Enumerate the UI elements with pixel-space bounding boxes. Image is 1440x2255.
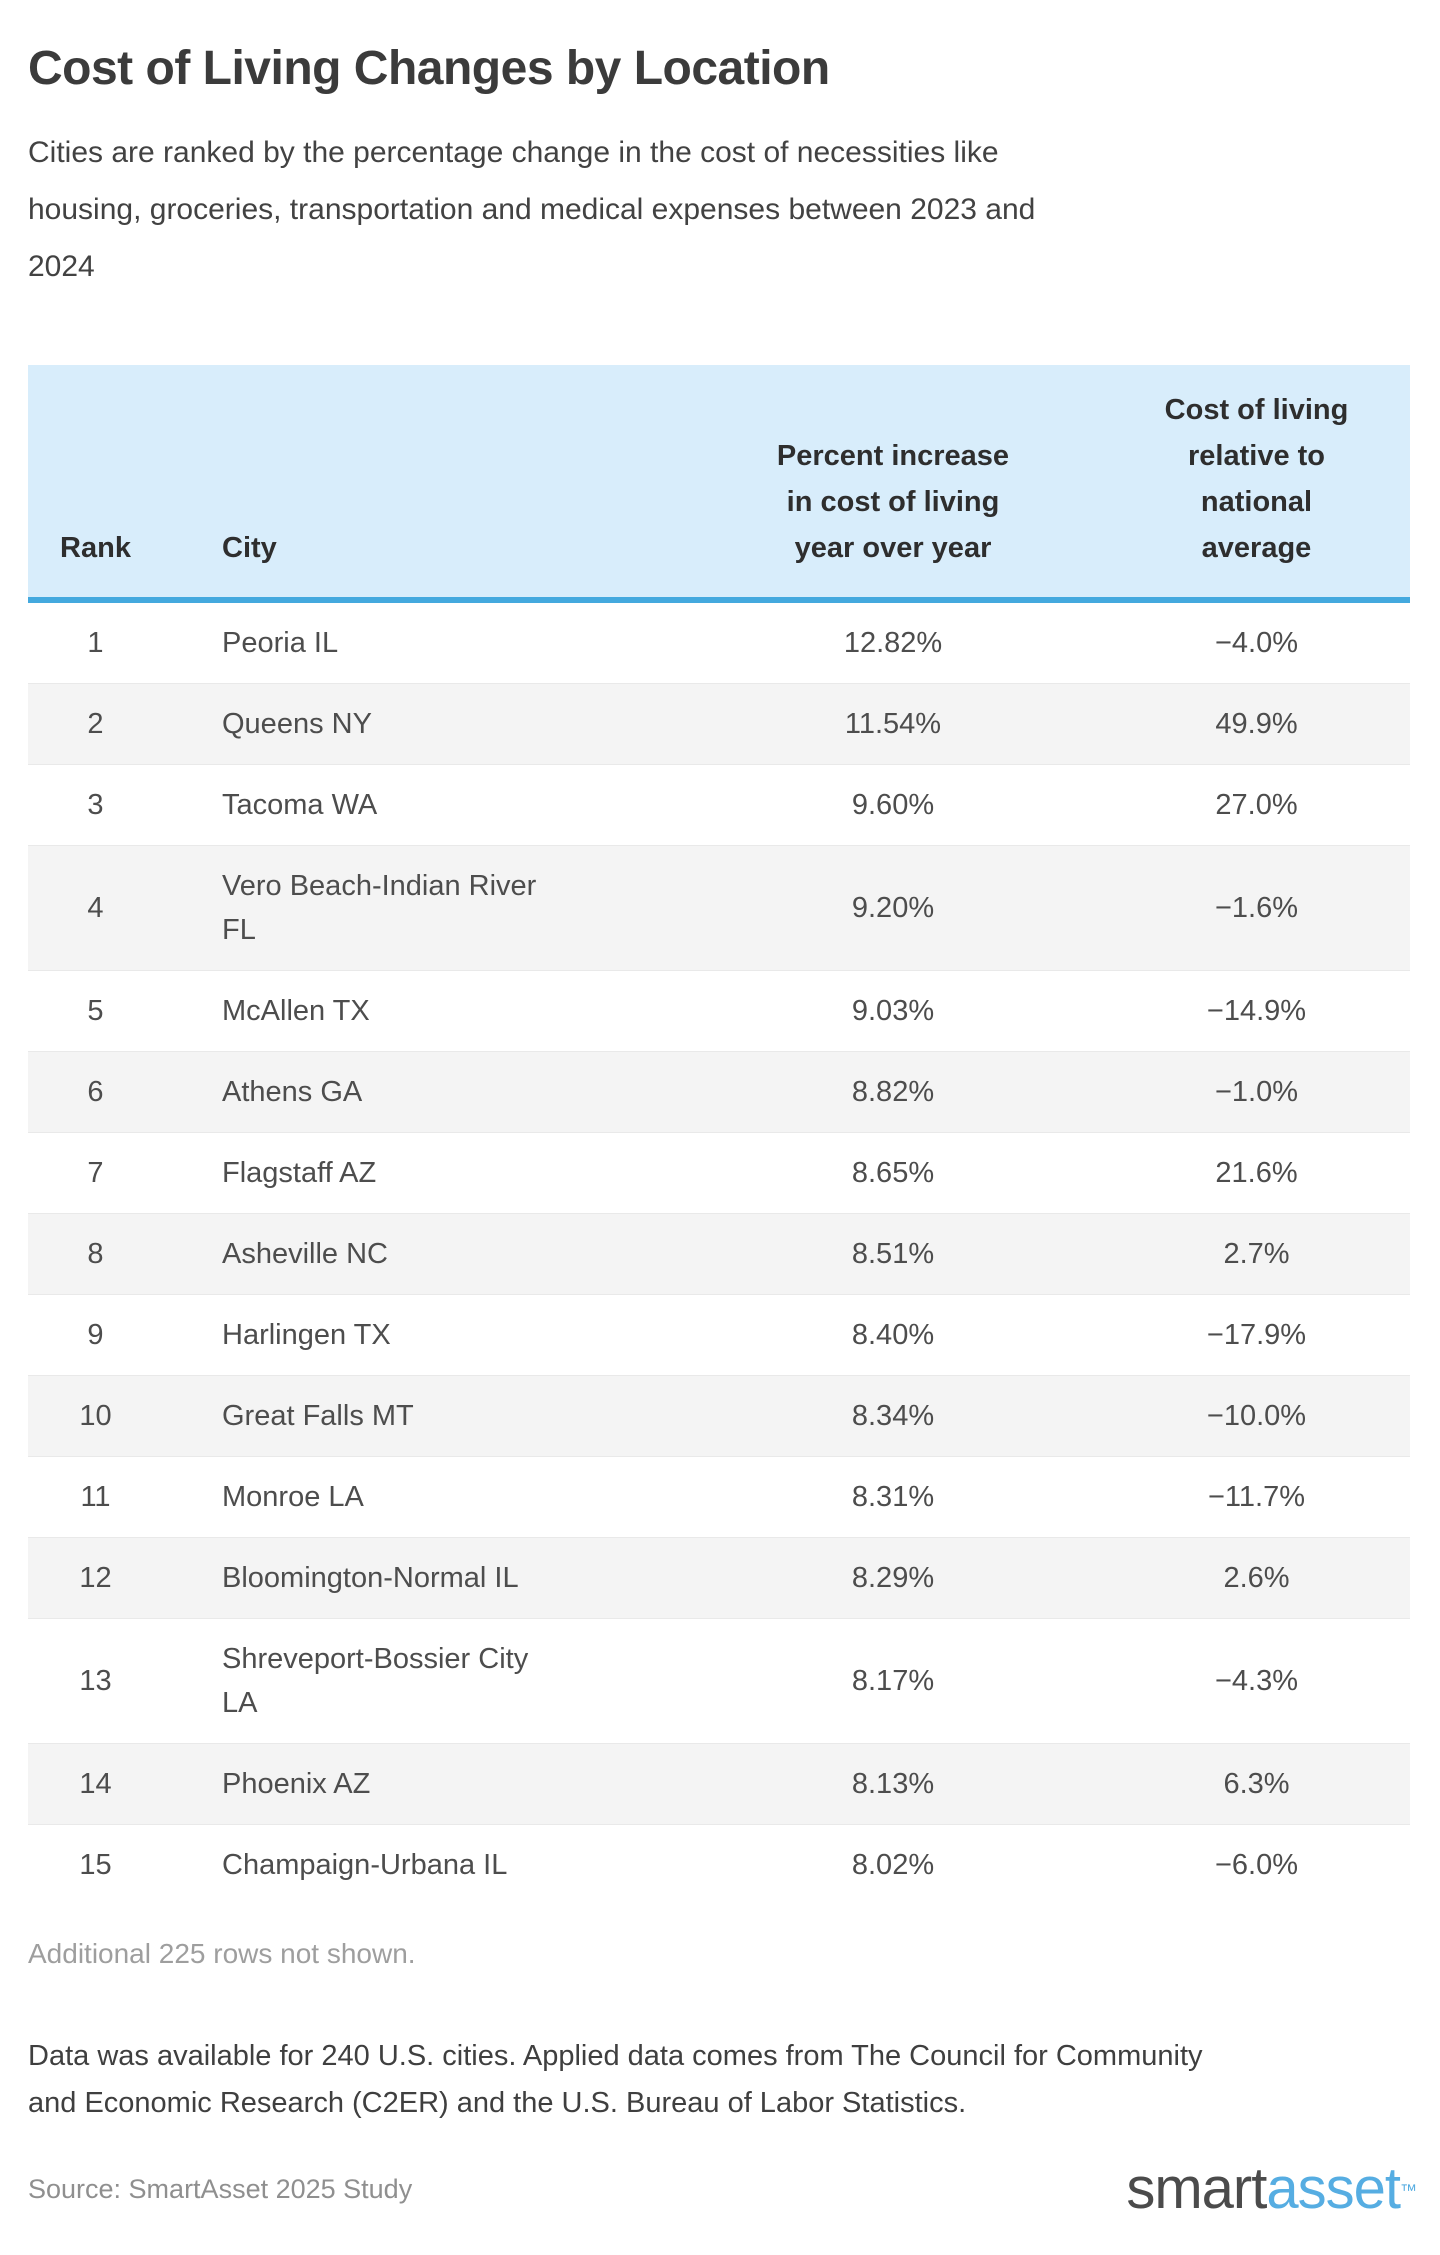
cost-vs-national-cell: −11.7% xyxy=(1103,1456,1410,1538)
percent-increase-cell: 12.82% xyxy=(843,627,943,659)
additional-rows-note: Additional 225 rows not shown. xyxy=(28,1938,416,1969)
cost-vs-national-cell: −6.0% xyxy=(1103,1824,1410,1905)
rank-cell: 12 xyxy=(28,1537,163,1619)
percent-increase-cell: 8.31% xyxy=(683,1456,1103,1538)
table-row: 13 Shreveport-Bossier City LA 8.17% −4.3… xyxy=(28,1618,1410,1744)
table-row: 2 Queens NY 11.54% 49.9% xyxy=(28,683,1410,765)
table-row: 10 Great Falls MT 8.34% −10.0% xyxy=(28,1375,1410,1457)
percent-increase-cell: 9.60% xyxy=(683,764,1103,846)
cost-of-living-table: Rank City Percent increase in cost of li… xyxy=(28,365,1410,1905)
city-cell: Asheville NC xyxy=(163,1213,683,1295)
table-row: 7 Flagstaff AZ 8.65% 21.6% xyxy=(28,1132,1410,1214)
rank-cell: 14 xyxy=(28,1743,163,1825)
table-row: 14 Phoenix AZ 8.13% 6.3% xyxy=(28,1743,1410,1825)
rank-cell: 3 xyxy=(28,764,163,846)
city-cell: Bloomington-Normal IL xyxy=(163,1537,683,1619)
percent-increase-cell: 8.13% xyxy=(683,1743,1103,1825)
cost-vs-national-cell: −4.3% xyxy=(1103,1618,1410,1744)
table-row: 8 Asheville NC 8.51% 2.7% xyxy=(28,1213,1410,1295)
page-title: Cost of Living Changes by Location xyxy=(28,42,830,95)
table-row: 1 Peoria IL 12.82% −4.0% xyxy=(28,600,1410,684)
column-header-cost-vs-national: Cost of living relative to national aver… xyxy=(1103,365,1410,603)
rank-cell: 5 xyxy=(28,970,163,1052)
city-cell: Flagstaff AZ xyxy=(163,1132,683,1214)
city-cell: Champaign-Urbana IL xyxy=(163,1824,683,1905)
bottom-bar: Source: SmartAsset 2025 Study smartasset… xyxy=(28,2156,1417,2222)
cost-vs-national-cell: 49.9% xyxy=(1103,683,1410,765)
cost-vs-national-cell: −10.0% xyxy=(1103,1375,1410,1457)
percent-increase-cell: 8.17% xyxy=(683,1618,1103,1744)
city-cell: Shreveport-Bossier City LA xyxy=(163,1618,683,1744)
table-row: 15 Champaign-Urbana IL 8.02% −6.0% xyxy=(28,1824,1410,1905)
infographic-page: Cost of Living Changes by Location Citie… xyxy=(0,40,1440,2255)
table-row: 11 Monroe LA 8.31% −11.7% xyxy=(28,1456,1410,1538)
cost-vs-national-cell: 2.6% xyxy=(1103,1537,1410,1619)
city-cell: Tacoma WA xyxy=(163,764,683,846)
column-header-city: City xyxy=(163,365,683,603)
city-cell: Athens GA xyxy=(163,1051,683,1133)
cost-vs-national-cell: 21.6% xyxy=(1103,1132,1410,1214)
rank-cell: 7 xyxy=(28,1132,163,1214)
rank-cell: 15 xyxy=(28,1824,163,1905)
cost-vs-national-cell: −4.0% xyxy=(1214,627,1299,659)
cost-vs-national-cell: −1.0% xyxy=(1103,1051,1410,1133)
rank-cell: 4 xyxy=(28,845,163,971)
city-cell: Peoria IL xyxy=(222,627,339,659)
column-header-percent-increase: Percent increase in cost of living year … xyxy=(683,365,1103,603)
rank-cell: 9 xyxy=(28,1294,163,1376)
city-cell: Great Falls MT xyxy=(163,1375,683,1457)
city-cell: Harlingen TX xyxy=(163,1294,683,1376)
table-body: 1 Peoria IL 12.82% −4.0% 2 Queens NY 11.… xyxy=(28,600,1410,1905)
percent-increase-cell: 8.51% xyxy=(683,1213,1103,1295)
table-row: 3 Tacoma WA 9.60% 27.0% xyxy=(28,764,1410,846)
rank-cell: 1 xyxy=(87,627,104,659)
rank-cell: 11 xyxy=(28,1456,163,1538)
table-row: 6 Athens GA 8.82% −1.0% xyxy=(28,1051,1410,1133)
percent-increase-cell: 8.02% xyxy=(683,1824,1103,1905)
percent-increase-cell: 9.20% xyxy=(683,845,1103,971)
percent-increase-cell: 8.40% xyxy=(683,1294,1103,1376)
smartasset-logo: smartasset™ xyxy=(1126,2156,1417,2222)
rank-cell: 10 xyxy=(28,1375,163,1457)
city-cell: Queens NY xyxy=(163,683,683,765)
rank-cell: 13 xyxy=(28,1618,163,1744)
data-source-note: Data was available for 240 U.S. cities. … xyxy=(28,2040,1203,2119)
cost-vs-national-cell: −14.9% xyxy=(1103,970,1410,1052)
page-subtitle: Cities are ranked by the percentage chan… xyxy=(28,136,1036,283)
percent-increase-cell: 8.29% xyxy=(683,1537,1103,1619)
table-header: Rank City Percent increase in cost of li… xyxy=(28,365,1410,603)
table-row: 5 McAllen TX 9.03% −14.9% xyxy=(28,970,1410,1052)
percent-increase-cell: 8.82% xyxy=(683,1051,1103,1133)
table-row: 9 Harlingen TX 8.40% −17.9% xyxy=(28,1294,1410,1376)
percent-increase-cell: 9.03% xyxy=(683,970,1103,1052)
percent-increase-cell: 8.65% xyxy=(683,1132,1103,1214)
rank-cell: 8 xyxy=(28,1213,163,1295)
cost-vs-national-cell: −1.6% xyxy=(1103,845,1410,971)
percent-increase-cell: 8.34% xyxy=(683,1375,1103,1457)
city-cell: Monroe LA xyxy=(163,1456,683,1538)
cost-vs-national-cell: 27.0% xyxy=(1103,764,1410,846)
cost-vs-national-cell: −17.9% xyxy=(1103,1294,1410,1376)
logo-smart-text: smart xyxy=(1126,2156,1267,2221)
trademark-symbol: ™ xyxy=(1400,2181,1417,2200)
table-header-row: Rank City Percent increase in cost of li… xyxy=(28,365,1410,603)
logo-asset-text: asset xyxy=(1266,2156,1401,2221)
city-cell: McAllen TX xyxy=(163,970,683,1052)
cost-vs-national-cell: 2.7% xyxy=(1103,1213,1410,1295)
table-row: 12 Bloomington-Normal IL 8.29% 2.6% xyxy=(28,1537,1410,1619)
rank-cell: 2 xyxy=(28,683,163,765)
cost-vs-national-cell: 6.3% xyxy=(1103,1743,1410,1825)
city-cell: Phoenix AZ xyxy=(163,1743,683,1825)
percent-increase-cell: 11.54% xyxy=(683,683,1103,765)
rank-cell: 6 xyxy=(28,1051,163,1133)
source-label: Source: SmartAsset 2025 Study xyxy=(28,2173,413,2204)
city-cell: Vero Beach-Indian River FL xyxy=(163,845,683,971)
column-header-rank: Rank xyxy=(28,365,163,603)
table-row: 4 Vero Beach-Indian River FL 9.20% −1.6% xyxy=(28,845,1410,971)
